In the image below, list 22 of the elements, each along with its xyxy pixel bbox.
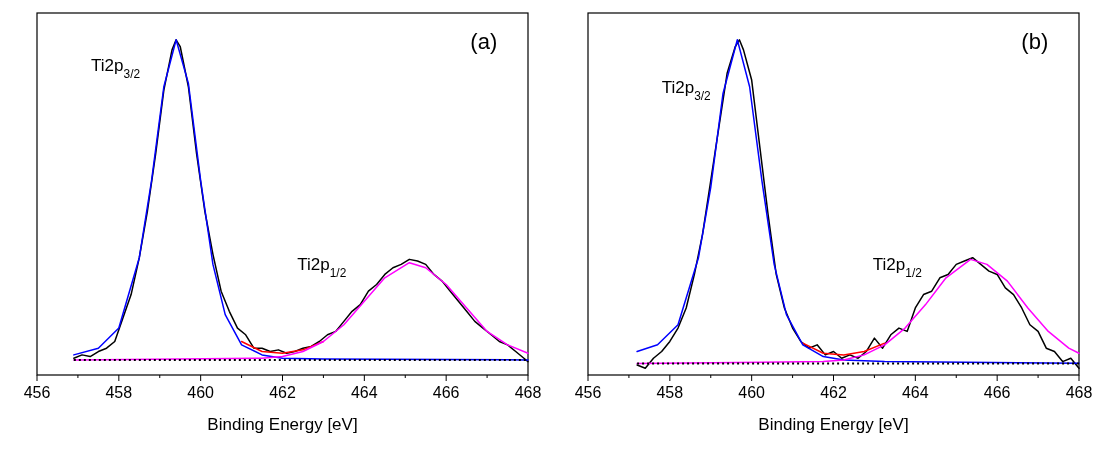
x-axis-title: Binding Energy [eV] xyxy=(207,415,358,434)
annotation: Ti2p$_{1/2}$ xyxy=(872,255,923,281)
x-axis-title: Binding Energy [eV] xyxy=(758,415,909,434)
x-tick-label: 458 xyxy=(656,384,684,401)
x-tick-label: 460 xyxy=(187,384,215,401)
x-tick-label: 466 xyxy=(983,384,1011,401)
x-tick-label: 456 xyxy=(574,384,602,401)
annotation: Ti2p$_{1/2}$ xyxy=(297,255,347,281)
x-tick-label: 462 xyxy=(269,384,296,401)
x-tick-label: 468 xyxy=(514,384,542,401)
annotation: Ti2p$_{3/2}$ xyxy=(661,77,712,103)
x-tick-label: 456 xyxy=(23,384,51,401)
annotation: (a) xyxy=(470,29,498,55)
x-tick-label: 464 xyxy=(350,384,378,401)
x-tick-label: 460 xyxy=(738,384,766,401)
x-tick-label: 462 xyxy=(820,384,847,401)
annotation: (b) xyxy=(1021,29,1049,55)
x-tick-label: 468 xyxy=(1065,384,1093,401)
x-tick-label: 464 xyxy=(901,384,929,401)
x-tick-label: 458 xyxy=(105,384,133,401)
x-tick-label: 466 xyxy=(432,384,460,401)
annotation: Ti2p$_{3/2}$ xyxy=(91,55,141,81)
